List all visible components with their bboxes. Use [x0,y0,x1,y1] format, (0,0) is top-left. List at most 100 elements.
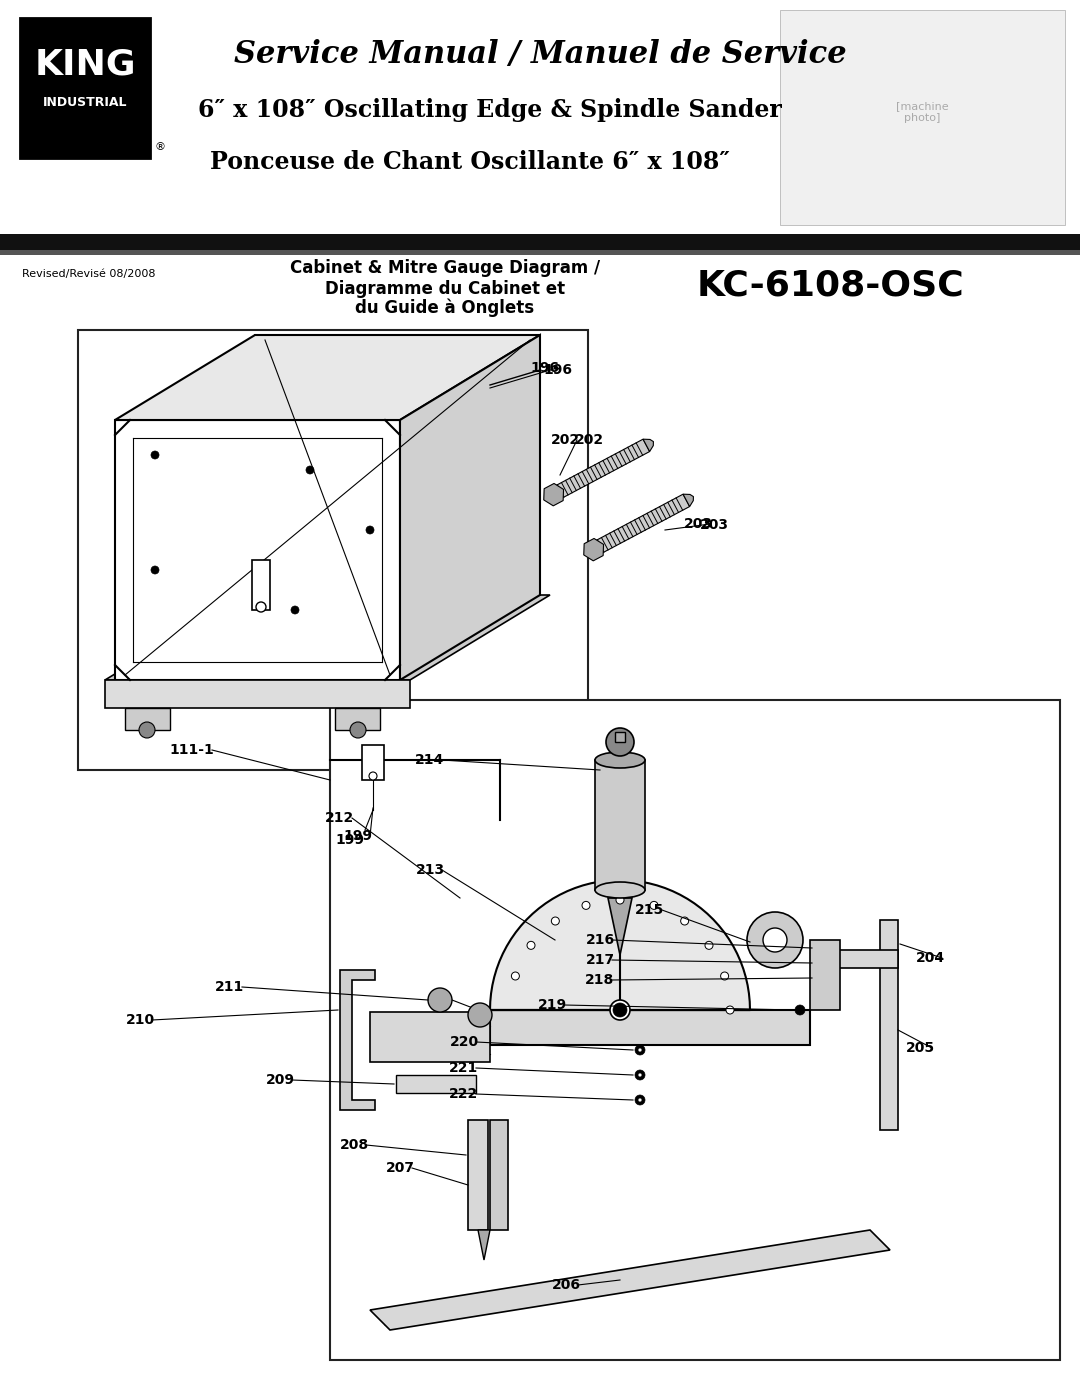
Text: 217: 217 [585,953,615,967]
Bar [21,18,150,158]
Text: ®: ® [154,142,165,152]
Circle shape [428,988,453,1011]
Circle shape [635,1095,645,1105]
Polygon shape [370,1229,890,1330]
Polygon shape [340,970,375,1111]
Bar [835,950,897,968]
Text: 222: 222 [449,1087,478,1101]
Text: Cabinet & Mitre Gauge Diagram /: Cabinet & Mitre Gauge Diagram / [289,258,600,277]
Circle shape [635,1070,645,1080]
Text: 209: 209 [266,1073,295,1087]
Circle shape [650,901,658,909]
Text: 202: 202 [575,433,604,447]
Polygon shape [643,439,653,451]
Circle shape [635,1045,645,1055]
Text: 221: 221 [449,1060,478,1076]
Polygon shape [478,1229,490,1260]
Text: Ponceuse de Chant Oscillante 6″ x 108″: Ponceuse de Chant Oscillante 6″ x 108″ [211,149,730,175]
Circle shape [747,912,804,968]
Polygon shape [584,538,604,560]
Bar [396,1076,476,1092]
Circle shape [151,566,159,574]
Polygon shape [543,483,564,506]
Text: 196: 196 [530,360,559,374]
Text: 203: 203 [700,518,729,532]
Bar [78,330,588,770]
Bar [125,708,170,731]
Text: 206: 206 [552,1278,581,1292]
Text: 202: 202 [551,433,580,447]
Ellipse shape [595,882,645,898]
Text: 219: 219 [538,997,567,1011]
Text: 203: 203 [684,517,713,531]
Text: du Guide à Onglets: du Guide à Onglets [355,299,535,317]
Circle shape [726,1006,734,1014]
Bar [615,732,625,742]
Text: 199: 199 [343,828,373,842]
Circle shape [306,467,314,474]
Circle shape [350,722,366,738]
Circle shape [616,895,624,904]
Polygon shape [105,595,550,680]
Circle shape [582,901,590,909]
Text: INDUSTRIAL: INDUSTRIAL [43,95,127,109]
Circle shape [468,1003,492,1027]
Bar [335,708,380,731]
Circle shape [151,451,159,460]
Polygon shape [591,495,690,556]
Text: 199: 199 [336,833,365,847]
Text: 208: 208 [339,1139,368,1153]
Polygon shape [683,495,693,507]
Bar [252,560,270,610]
Text: 220: 220 [449,1035,478,1049]
Circle shape [552,916,559,925]
Bar [468,1120,488,1229]
Text: Service Manual / Manuel de Service: Service Manual / Manuel de Service [233,39,847,70]
Text: 204: 204 [916,951,945,965]
Bar [810,940,840,1010]
Circle shape [638,1098,642,1102]
Circle shape [610,1000,630,1020]
Text: 216: 216 [585,933,615,947]
Bar [595,760,645,890]
Text: 205: 205 [905,1041,934,1055]
Circle shape [606,728,634,756]
Circle shape [139,722,156,738]
Circle shape [720,972,729,981]
Text: 218: 218 [585,972,615,988]
Bar [490,1120,508,1229]
Ellipse shape [595,752,645,768]
Polygon shape [608,898,632,956]
Circle shape [705,942,713,950]
Text: 211: 211 [215,981,245,995]
Bar [0,235,1080,251]
Bar [330,700,1059,1361]
Text: 6″ x 108″ Oscillating Edge & Spindle Sander: 6″ x 108″ Oscillating Edge & Spindle San… [198,98,782,122]
Polygon shape [490,880,750,1010]
Text: 196: 196 [543,363,572,377]
Circle shape [369,773,377,780]
Text: 210: 210 [125,1013,154,1027]
Text: Diagramme du Cabinet et: Diagramme du Cabinet et [325,279,565,298]
Circle shape [680,916,689,925]
Text: 212: 212 [325,812,354,826]
Polygon shape [400,335,540,680]
Circle shape [613,1003,627,1017]
Circle shape [795,1004,805,1016]
Circle shape [762,928,787,951]
Circle shape [527,942,535,950]
Circle shape [256,602,266,612]
Bar [105,680,410,708]
Polygon shape [114,335,540,420]
Text: 215: 215 [635,902,664,916]
Circle shape [512,972,519,981]
Bar [370,1011,490,1062]
Text: 213: 213 [416,863,445,877]
Polygon shape [114,420,400,680]
Text: 214: 214 [416,753,445,767]
Bar [362,745,384,780]
Bar [0,250,1080,256]
Circle shape [366,527,374,534]
Bar [880,921,897,1130]
Circle shape [291,606,299,615]
